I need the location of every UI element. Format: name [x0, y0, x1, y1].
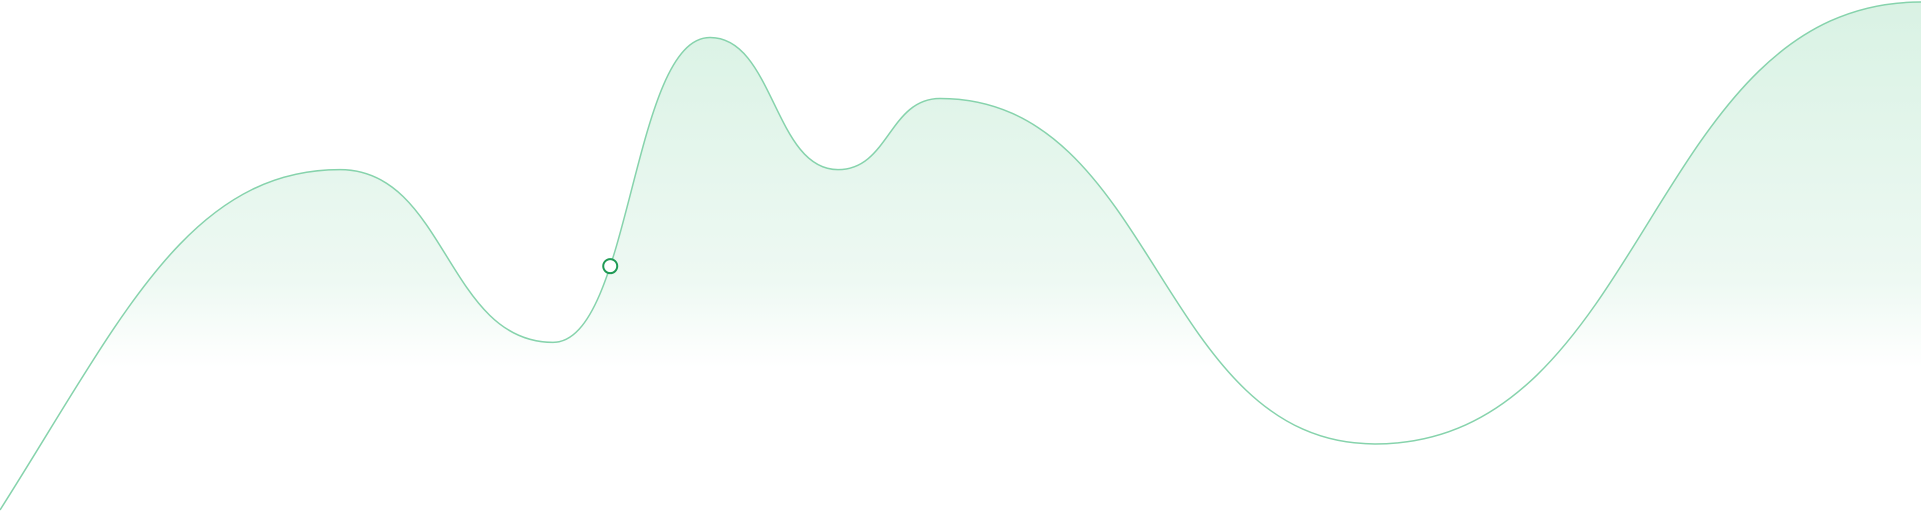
hover-point-marker[interactable] — [602, 258, 619, 275]
